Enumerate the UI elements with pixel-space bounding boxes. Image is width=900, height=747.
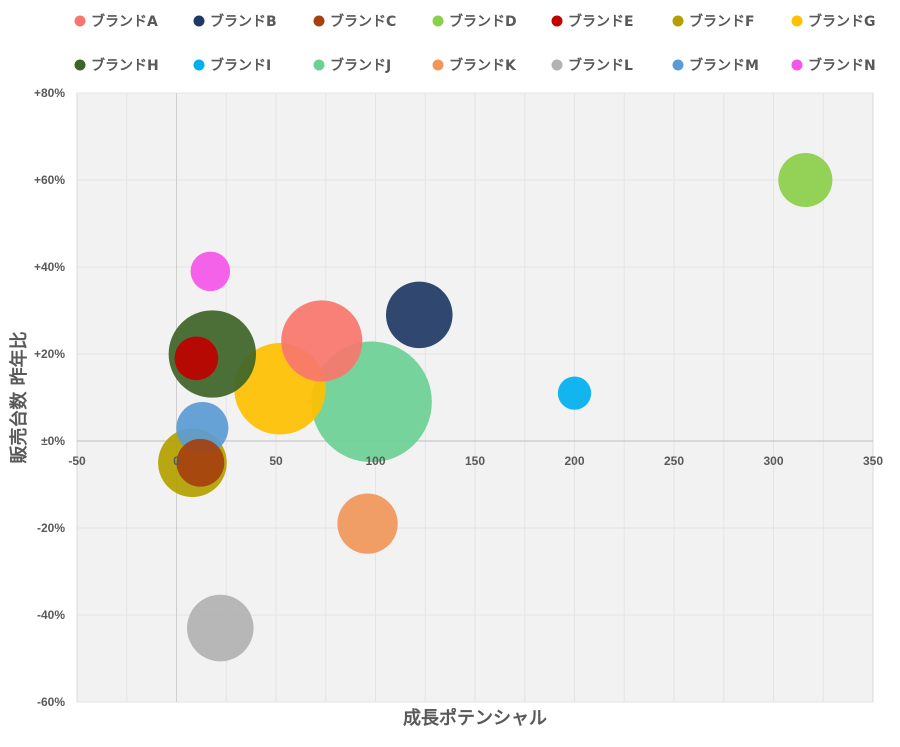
x-tick-label: 50 (269, 454, 283, 468)
y-tick-label: ±0% (41, 434, 65, 448)
legend-marker (74, 15, 86, 27)
legend-item: ブランドI (193, 57, 271, 74)
x-tick-label: 200 (564, 454, 584, 468)
legend-label: ブランドD (449, 13, 517, 30)
legend-label: ブランドM (689, 57, 759, 74)
legend-item: ブランドM (672, 57, 759, 74)
legend-label: ブランドK (449, 57, 517, 74)
x-tick-label: 0 (173, 454, 180, 468)
tick-labels: -50 0 50 100 150 200 250 300 350 +80% +60% +40% +20%… (34, 86, 883, 709)
legend-item: ブランドE (551, 13, 634, 30)
legend-marker (791, 15, 803, 27)
y-tick-label: -40% (37, 608, 65, 622)
legend-item: ブランドF (672, 13, 755, 30)
x-tick-label: 100 (365, 454, 385, 468)
bubbles (158, 152, 833, 662)
legend-marker (74, 59, 86, 71)
legend-marker (432, 15, 444, 27)
y-axis-title: 販売台数 昨年比 (8, 331, 30, 463)
x-tick-label: 300 (763, 454, 783, 468)
bubble-ブランドB (386, 281, 453, 349)
legend-marker (313, 59, 325, 71)
legend-item: ブランドD (432, 13, 517, 30)
bubble-ブランドC (176, 438, 225, 487)
y-tick-label: +60% (34, 173, 65, 187)
legend-item: ブランドN (791, 57, 876, 74)
legend-label: ブランドA (91, 13, 158, 30)
x-tick-label: -50 (68, 454, 86, 468)
legend-marker (551, 59, 563, 71)
legend-label: ブランドL (568, 57, 633, 74)
legend-item: ブランドC (313, 13, 396, 30)
legend-item: ブランドK (432, 57, 517, 74)
y-tick-label: -60% (37, 695, 65, 709)
legend: ブランドA ブランドB ブランドC ブランドD ブランドE ブランドF ブランドG ブランドH… (74, 13, 876, 74)
x-tick-label: 350 (863, 454, 883, 468)
legend-label: ブランドN (808, 57, 876, 74)
y-tick-label: +80% (34, 86, 65, 100)
x-axis-title: 成長ポテンシャル (403, 707, 547, 729)
bubble-ブランドE (174, 336, 219, 381)
y-tick-label: +40% (34, 260, 65, 274)
y-tick-label: -20% (37, 521, 65, 535)
legend-label: ブランドE (568, 13, 634, 30)
legend-marker (551, 15, 563, 27)
legend-marker (193, 59, 205, 71)
legend-label: ブランドJ (330, 57, 391, 74)
bubble-ブランドL (187, 594, 254, 662)
legend-label: ブランドI (210, 57, 271, 74)
legend-marker (672, 15, 684, 27)
legend-item: ブランドJ (313, 57, 391, 74)
legend-label: ブランドH (91, 57, 159, 74)
legend-marker (672, 59, 684, 71)
legend-marker (432, 59, 444, 71)
bubble-ブランドA (281, 300, 363, 382)
y-tick-label: +20% (34, 347, 65, 361)
legend-label: ブランドB (210, 13, 277, 30)
bubble-ブランドN (190, 251, 231, 292)
legend-label: ブランドG (808, 13, 876, 30)
bubble-ブランドM (176, 401, 229, 454)
legend-marker (193, 15, 205, 27)
bubble-ブランドK (337, 493, 398, 554)
legend-marker (313, 15, 325, 27)
legend-item: ブランドA (74, 13, 158, 30)
legend-item: ブランドG (791, 13, 876, 30)
legend-item: ブランドL (551, 57, 633, 74)
legend-item: ブランドH (74, 57, 159, 74)
x-tick-label: 250 (664, 454, 684, 468)
bubble-ブランドD (778, 152, 833, 208)
x-tick-label: 150 (465, 454, 485, 468)
legend-marker (791, 59, 803, 71)
legend-item: ブランドB (193, 13, 277, 30)
bubble-ブランドI (557, 376, 592, 410)
legend-label: ブランドF (689, 13, 755, 30)
legend-label: ブランドC (330, 13, 396, 30)
